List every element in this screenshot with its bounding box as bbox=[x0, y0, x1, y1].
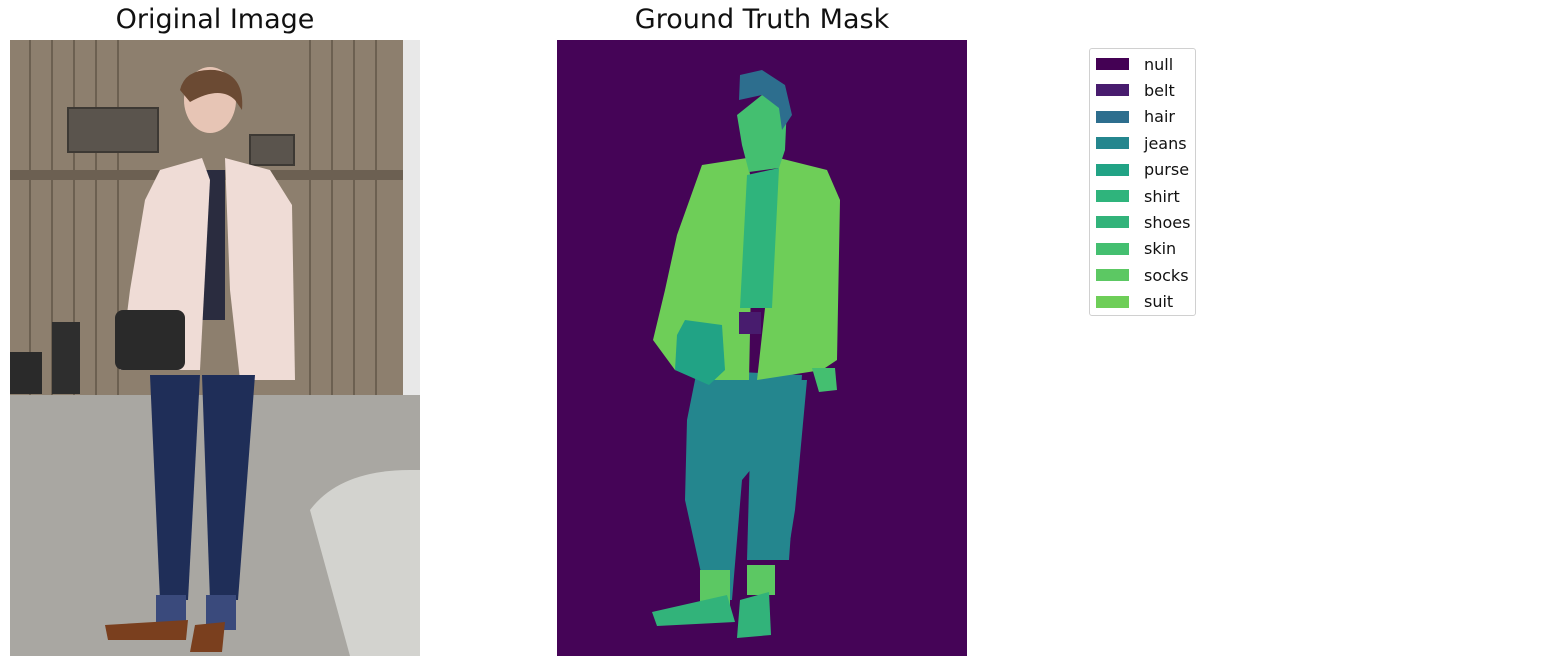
legend-swatch bbox=[1096, 84, 1129, 97]
legend-label: suit bbox=[1144, 292, 1174, 312]
legend-swatch bbox=[1096, 137, 1129, 150]
mask-belt bbox=[739, 312, 761, 334]
original-image bbox=[10, 40, 420, 656]
vent bbox=[67, 107, 159, 153]
mask-skin-face bbox=[737, 95, 787, 172]
mask-shirt bbox=[740, 168, 779, 308]
legend-swatch bbox=[1096, 110, 1129, 123]
hair bbox=[180, 69, 243, 110]
legend-label: socks bbox=[1144, 265, 1189, 285]
legend-label: jeans bbox=[1144, 133, 1187, 153]
white-post bbox=[403, 40, 420, 480]
right-shoe bbox=[190, 622, 225, 652]
legend-label: shoes bbox=[1144, 212, 1191, 232]
legend-item-socks: socks bbox=[1096, 265, 1189, 285]
legend-item-hair: hair bbox=[1096, 107, 1175, 127]
legend-label: skin bbox=[1144, 239, 1177, 259]
blazer-right bbox=[225, 158, 295, 380]
ground-truth-mask bbox=[557, 40, 967, 656]
mask-shoes-right bbox=[737, 592, 771, 638]
legend-swatch bbox=[1096, 216, 1129, 229]
jeans-left-leg bbox=[150, 375, 200, 600]
legend-item-shirt: shirt bbox=[1096, 186, 1180, 206]
legend-item-suit: suit bbox=[1096, 292, 1173, 312]
legend-swatch bbox=[1096, 269, 1129, 282]
legend-label: belt bbox=[1144, 80, 1175, 100]
legend-label: hair bbox=[1144, 107, 1175, 127]
legend-swatch bbox=[1096, 163, 1129, 176]
legend-item-purse: purse bbox=[1096, 160, 1189, 180]
legend-label: null bbox=[1144, 54, 1174, 74]
legend-swatch bbox=[1096, 295, 1129, 308]
mask-jeans-right bbox=[747, 380, 807, 560]
mask-purse bbox=[675, 320, 725, 385]
legend-label: purse bbox=[1144, 160, 1190, 180]
street-photo bbox=[10, 40, 420, 656]
ground-truth-mask-title: Ground Truth Mask bbox=[634, 4, 890, 35]
legend-item-belt: belt bbox=[1096, 80, 1175, 100]
legend-item-skin: skin bbox=[1096, 239, 1176, 259]
legend-item-jeans: jeans bbox=[1096, 133, 1187, 153]
legend: null belt hair jeans purse shirt shoes skin sock… bbox=[1089, 48, 1196, 316]
legend-swatch bbox=[1096, 58, 1129, 70]
vent bbox=[249, 134, 295, 166]
legend-item-null: null bbox=[1096, 54, 1173, 74]
mask-suit-right bbox=[757, 158, 840, 380]
left-shoe bbox=[105, 620, 188, 640]
mask-hair bbox=[739, 70, 792, 130]
mask-socks-right bbox=[747, 565, 775, 595]
segmentation-mask bbox=[557, 40, 967, 656]
mask-shoes-left bbox=[652, 595, 735, 626]
mask-suit-left bbox=[653, 158, 753, 380]
original-image-title: Original Image bbox=[115, 4, 315, 35]
jeans-right-leg bbox=[202, 375, 255, 600]
legend-label: shirt bbox=[1144, 186, 1180, 206]
legend-item-shoes: shoes bbox=[1096, 212, 1190, 232]
clutch-bag bbox=[115, 310, 185, 370]
legend-swatch bbox=[1096, 242, 1129, 255]
mask-skin-hand bbox=[812, 368, 837, 392]
legend-swatch bbox=[1096, 190, 1129, 202]
